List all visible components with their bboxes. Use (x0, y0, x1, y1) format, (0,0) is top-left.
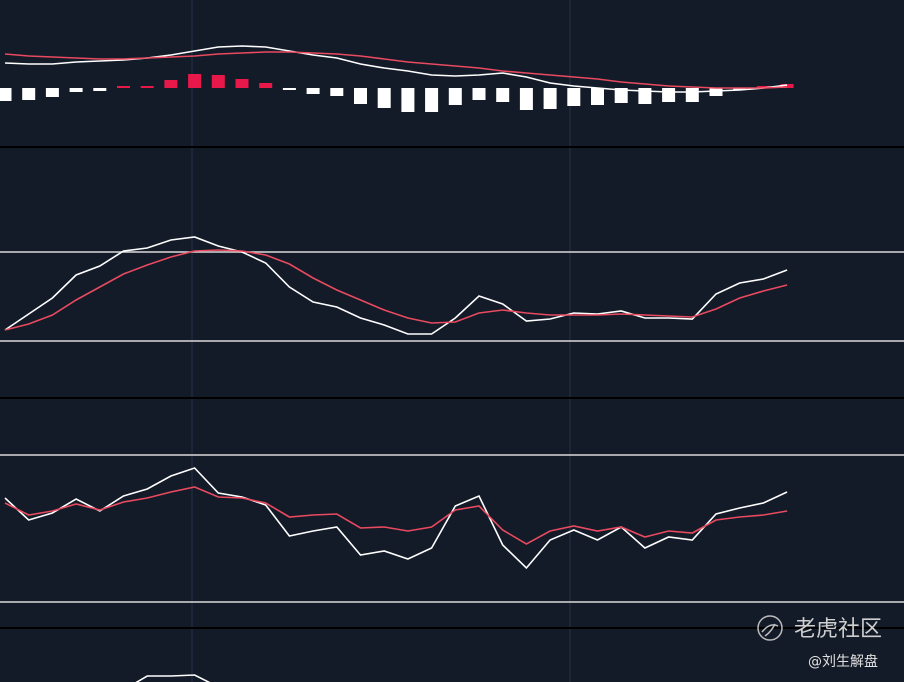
histogram-bar (259, 83, 273, 88)
histogram-bar (22, 88, 36, 100)
pane (0, 45, 794, 112)
histogram-bar (567, 88, 581, 106)
histogram-bar (401, 88, 415, 112)
histogram-bar (685, 88, 699, 102)
histogram-bar (519, 88, 533, 110)
histogram-bar (330, 88, 344, 96)
histogram-bar (235, 79, 249, 88)
histogram-bar (448, 88, 462, 105)
histogram-bar (306, 88, 320, 94)
histogram-bar (496, 88, 510, 102)
histogram-bar (662, 88, 676, 102)
histogram-bar (354, 88, 367, 104)
histogram-bar (164, 80, 178, 88)
histogram-bar (638, 88, 652, 104)
histogram-bar (780, 84, 794, 88)
histogram-bar (188, 74, 202, 88)
watermark-author: @刘生解盘 (808, 653, 878, 670)
histogram-bar (140, 86, 154, 88)
histogram-bar (733, 88, 747, 90)
histogram-bar (543, 88, 557, 109)
histogram-bar (69, 88, 83, 92)
histogram-bar (756, 86, 770, 88)
histogram-bar (472, 88, 486, 100)
histogram-bar (211, 75, 225, 88)
line-series (4, 236, 788, 335)
histogram-bar (709, 88, 723, 96)
line-series (4, 467, 788, 570)
marks (0, 45, 904, 682)
histogram-bar (93, 88, 107, 91)
logo-icon (761, 623, 779, 637)
histogram-bar (0, 88, 12, 101)
pane (0, 236, 904, 342)
histogram-bar (591, 88, 604, 105)
pane (0, 454, 904, 603)
histogram-bar (282, 88, 296, 90)
line-series (135, 674, 211, 682)
histogram-bar (45, 88, 59, 97)
logo-icon (757, 615, 783, 641)
histogram-bar (425, 88, 439, 112)
histogram-bar (377, 88, 391, 108)
histogram-bar (117, 86, 130, 88)
histogram-bar (614, 88, 628, 103)
watermark-brand: 老虎社区 (794, 617, 882, 642)
line-series (4, 486, 788, 545)
watermark: 老虎社区 @刘生解盘 (757, 615, 882, 670)
line-series (4, 249, 788, 331)
pane (135, 674, 211, 682)
line-series (4, 51, 788, 89)
